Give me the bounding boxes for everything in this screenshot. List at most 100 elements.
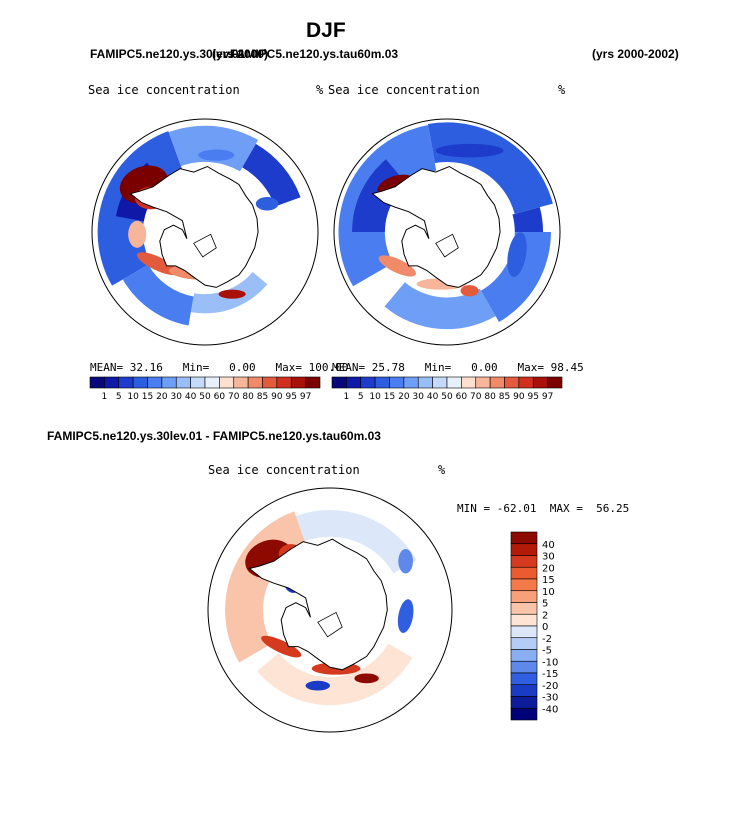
diff-colorbar-swatch [510,566,538,580]
diff-polar-map-ice-patch [398,549,413,574]
diff-colorbar-swatch [510,684,538,697]
right-colorbar-tick-label: 60 [456,392,468,402]
diff-polar-map-ice-band [295,509,417,574]
right-colorbar-tick-label: 80 [484,392,496,402]
diff-colorbar-swatch [510,613,538,627]
left-colorbar-tick-label: 85 [257,392,268,402]
right-polar-map-ice-patch [435,143,504,158]
right-stats: MEAN= 25.78 Min= 0.00 Max= 98.45 [332,361,584,374]
left-polar-map-ice-patch [136,252,179,275]
right-polar-map-map-boundary [333,118,561,346]
left-colorbar-tick-label: 95 [286,392,297,402]
diff-polar-map-map-boundary [207,487,453,733]
right-colorbar-swatch [403,376,419,389]
left-colorbar-tick-label: 60 [214,392,226,402]
diff-polar-map-ice-patch [397,599,414,633]
left-colorbar-swatch [132,376,148,389]
right-colorbar-tick-label: 97 [542,392,553,402]
diff-colorbar-swatch [510,660,538,674]
left-max-label: Max= [275,361,303,374]
right-min-value: 0.00 [471,361,498,374]
right-colorbar: 1 5 10 15 20 30 40 50 60 70 80 85 90 95 97 [331,376,563,402]
left-min-value: 0.00 [229,361,256,374]
right-colorbar-swatch [432,376,448,389]
left-polar-map-ice-shelf [193,233,217,258]
right-colorbar-swatch [475,376,491,389]
diff-colorbar-tick-label: 15 [542,575,555,586]
season-title: DJF [306,19,346,42]
right-polar-map [333,118,561,346]
diff-panel-title: Sea ice concentration [208,463,360,477]
left-colorbar-tick-label: 80 [242,392,254,402]
left-colorbar-swatch [233,376,249,389]
diff-min-label: MIN = [457,502,491,515]
diff-colorbar-swatch [510,625,538,639]
diff-colorbar-swatch [510,602,538,615]
right-colorbar-swatch [461,376,477,389]
right-mean-label: MEAN= [332,361,366,374]
left-colorbar-swatch [104,376,120,389]
diff-colorbar-tick-label: -2 [542,634,552,645]
diff-colorbar-swatch [510,637,538,650]
diff-colorbar-tick-label: -15 [542,669,558,680]
left-min-label: Min= [182,361,210,374]
right-polar-map-ice-patch [507,232,527,277]
right-colorbar-swatch [374,376,390,389]
diff-colorbar-tick-label: 5 [542,599,548,610]
right-polar-map-ice-shelf [435,233,459,258]
diff-colorbar-swatch [510,543,538,556]
diff-polar-map-ice-patch [354,673,379,684]
left-panel-units: % [316,83,324,97]
right-min-label: Min= [424,361,452,374]
diff-max-value: 56.25 [596,502,630,515]
diff-max-label: MAX = [549,502,583,515]
right-colorbar-tick-label: 1 [344,392,350,402]
diff-polar-map [207,487,453,733]
left-colorbar: 1 5 10 15 20 30 40 50 60 70 80 85 90 95 97 [89,376,321,402]
diff-colorbar-tick-label: 0 [542,622,548,633]
left-polar-map [91,118,319,346]
difference-title: FAMIPC5.ne120.ys.30lev.01 - FAMIPC5.ne12… [47,429,381,443]
right-colorbar-swatch [331,376,347,389]
diff-colorbar-tick-label: -10 [542,657,558,668]
right-mean-value: 25.78 [371,361,405,374]
right-polar-map-ice-patch [460,285,479,297]
left-polar-map-ice-band [122,264,194,326]
left-mean-label: MEAN= [90,361,124,374]
right-polar-map-ice-band [480,232,551,323]
right-colorbar-swatch [446,376,462,389]
right-colorbar-tick-label: 70 [470,392,482,402]
right-colorbar-tick-label: 5 [358,392,364,402]
left-colorbar-tick-label: 70 [228,392,240,402]
left-mean-value: 32.16 [129,361,163,374]
left-colorbar-swatch [204,376,220,389]
left-polar-map-antarctica-coast [129,165,259,288]
diff-colorbar-swatch [510,696,538,709]
right-colorbar-tick-label: 50 [441,392,453,402]
left-case-title: FAMIPC5.ne120.ys.30lev.01 [90,47,246,61]
left-polar-map-field [97,125,301,326]
left-colorbar-swatch [147,376,163,389]
left-colorbar-swatch [190,376,206,389]
diff-colorbar-tick-label: 20 [542,563,555,574]
left-colorbar-swatch [118,376,134,389]
right-panel-units: % [558,83,566,97]
left-colorbar-swatch [247,376,263,389]
diff-colorbar-tick-label: 2 [542,610,548,621]
diff-min-value: -62.01 [496,502,537,515]
left-colorbar-tick-label: 50 [199,392,211,402]
right-colorbar-tick-label: 85 [499,392,510,402]
diff-polar-map-antarctica-coast [248,538,388,671]
right-colorbar-swatch [360,376,376,389]
right-colorbar-swatch [346,376,362,389]
left-panel-title: Sea ice concentration [88,83,240,97]
left-colorbar-swatch [175,376,191,389]
right-polar-map-ice-band [512,207,544,232]
right-panel-title: Sea ice concentration [328,83,480,97]
left-colorbar-tick-label: 10 [127,392,139,402]
left-colorbar-swatch [276,376,292,389]
diff-colorbar-swatch [510,707,538,721]
left-colorbar-swatch [89,376,105,389]
